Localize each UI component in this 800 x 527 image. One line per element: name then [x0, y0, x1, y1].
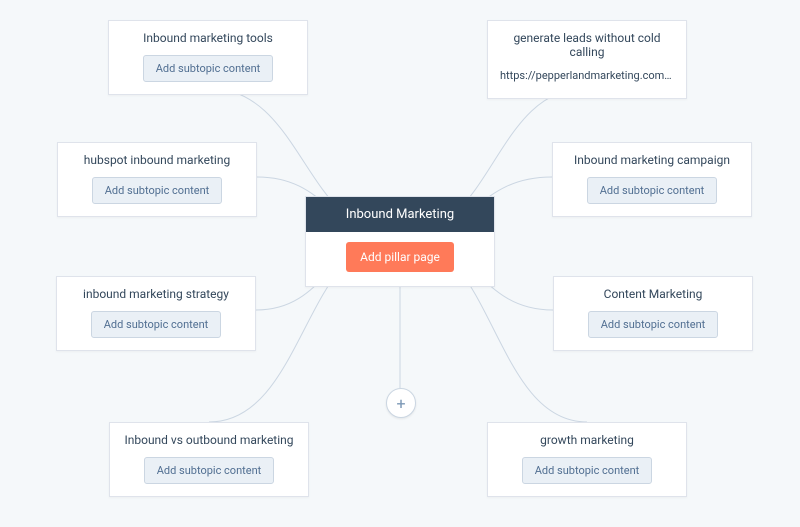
- subtopic-card-content[interactable]: Content MarketingAdd subtopic content: [553, 276, 753, 351]
- subtopic-title: Inbound marketing tools: [109, 21, 307, 55]
- subtopic-card-hubspot[interactable]: hubspot inbound marketingAdd subtopic co…: [57, 142, 257, 217]
- pillar-title: Inbound Marketing: [306, 197, 494, 232]
- subtopic-title: hubspot inbound marketing: [58, 143, 256, 177]
- subtopic-title: Inbound vs outbound marketing: [110, 423, 308, 457]
- subtopic-title: growth marketing: [488, 423, 686, 457]
- add-subtopic-content-button[interactable]: Add subtopic content: [522, 457, 653, 484]
- subtopic-url: https://pepperlandmarketing.com/blog/9…: [488, 69, 686, 86]
- subtopic-title: Content Marketing: [554, 277, 752, 311]
- subtopic-title: generate leads without cold calling: [488, 21, 686, 69]
- plus-icon: +: [396, 394, 405, 413]
- subtopic-card-inbound-tools[interactable]: Inbound marketing toolsAdd subtopic cont…: [108, 20, 308, 95]
- add-subtopic-content-button[interactable]: Add subtopic content: [144, 457, 275, 484]
- add-subtopic-content-button[interactable]: Add subtopic content: [92, 177, 223, 204]
- add-subtopic-content-button[interactable]: Add subtopic content: [143, 55, 274, 82]
- subtopic-card-strategy[interactable]: inbound marketing strategyAdd subtopic c…: [56, 276, 256, 351]
- add-subtopic-content-button[interactable]: Add subtopic content: [587, 177, 718, 204]
- add-subtopic-content-button[interactable]: Add subtopic content: [91, 311, 222, 338]
- subtopic-card-growth[interactable]: growth marketingAdd subtopic content: [487, 422, 687, 497]
- subtopic-title: inbound marketing strategy: [57, 277, 255, 311]
- subtopic-card-vs-outbound[interactable]: Inbound vs outbound marketingAdd subtopi…: [109, 422, 309, 497]
- add-pillar-page-button[interactable]: Add pillar page: [346, 242, 454, 272]
- subtopic-title: Inbound marketing campaign: [553, 143, 751, 177]
- add-subtopic-button[interactable]: +: [386, 388, 416, 418]
- subtopic-card-cold-calling[interactable]: generate leads without cold callinghttps…: [487, 20, 687, 99]
- subtopic-card-campaign[interactable]: Inbound marketing campaignAdd subtopic c…: [552, 142, 752, 217]
- add-subtopic-content-button[interactable]: Add subtopic content: [588, 311, 719, 338]
- pillar-card[interactable]: Inbound Marketing Add pillar page: [305, 196, 495, 287]
